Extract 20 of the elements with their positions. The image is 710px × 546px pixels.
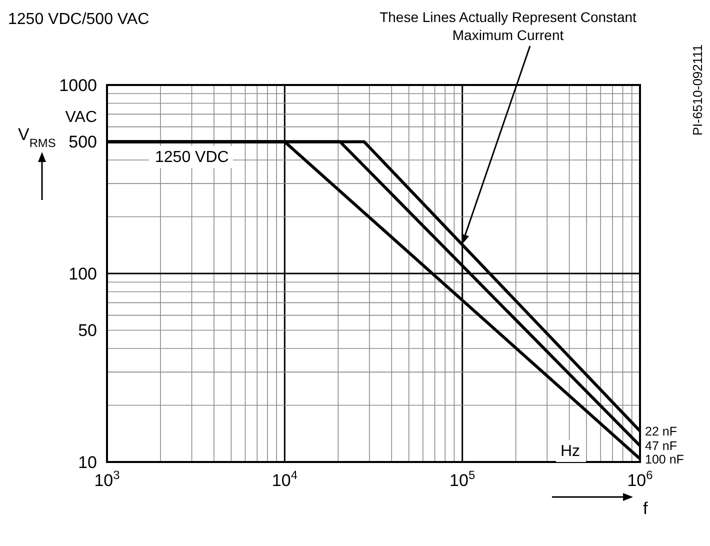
y-tick-label: 50	[78, 321, 97, 340]
y-tick-label: 500	[68, 132, 97, 152]
annotation: 1250 VDC	[155, 149, 229, 166]
text: These Lines Actually Represent Constant Maximum Current	[380, 9, 637, 43]
series-label: 100 nF	[645, 452, 684, 466]
text: PI-6510-092111	[690, 44, 705, 136]
x-tick-label: 10$^{4}$	[272, 468, 298, 490]
text: VAC	[65, 109, 97, 126]
chart-title: 1250 VDC/500 VAC	[8, 11, 150, 28]
x-axis-title: f	[643, 499, 648, 518]
x-tick-label: 10$^{6}$	[627, 468, 654, 490]
y-axis-title: V$_{RMS}$	[18, 125, 56, 150]
y-tick-label: 1000	[59, 76, 97, 95]
series-label: 22 nF	[645, 424, 678, 439]
y-tick-label: 10	[78, 453, 97, 472]
y-tick-label: 100	[68, 264, 97, 284]
x-tick-label: 10$^{5}$	[450, 468, 476, 490]
series-label: 47 nF	[645, 439, 678, 454]
annotation: Hz	[560, 443, 580, 460]
x-tick-label: 10$^{3}$	[94, 468, 120, 490]
